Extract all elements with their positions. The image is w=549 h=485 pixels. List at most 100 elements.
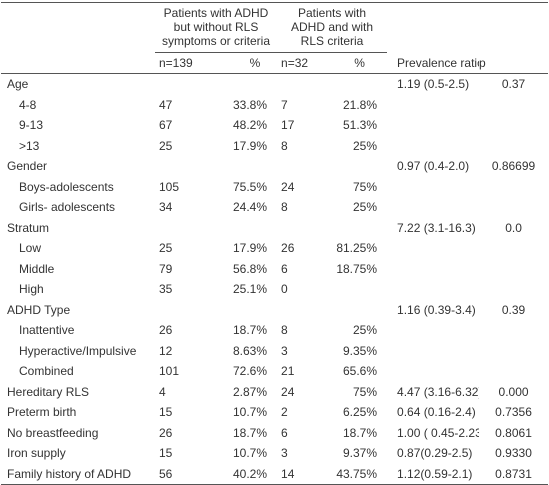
cell: 2.87% (233, 384, 268, 399)
sub-row: Girls- adolescents 34 24.4% 8 25% (1, 197, 548, 218)
cell (387, 320, 479, 341)
row-label: >13 (19, 138, 40, 153)
section-row: Age 1.19 (0.5-2.5) 0.37 (1, 74, 548, 95)
row-label: Stratum (7, 220, 50, 235)
cell: 7 (281, 97, 288, 112)
cell: 8 (281, 200, 288, 215)
section-row: Hereditary RLS 4 2.87% 24 75% 4.47 (3.16-6.32… (1, 382, 548, 403)
row-label: High (19, 282, 44, 297)
cell: 3 (281, 446, 288, 461)
cell: 56.8% (233, 261, 268, 276)
cell (155, 156, 233, 177)
cell: 26 (159, 323, 173, 338)
sub-row: 9-13 67 48.2% 17 51.3% (1, 115, 548, 136)
cell (387, 238, 479, 259)
cell: 0 (281, 282, 288, 297)
cell: 0.64 (0.16-2.4) (397, 405, 476, 420)
column-header: p (479, 52, 549, 74)
row-label: Age (7, 77, 29, 92)
cell (387, 136, 479, 157)
column-header: Prevalence ratio (387, 52, 480, 74)
blank (479, 3, 548, 53)
cell: 34 (159, 200, 173, 215)
cell: 0.8731 (495, 466, 532, 481)
sub-row: High 35 25.1% 0 (1, 279, 548, 300)
cell: 18.7% (343, 425, 378, 440)
cell: 21.8% (343, 97, 378, 112)
cell (479, 197, 548, 218)
cell: 43.75% (336, 466, 378, 481)
cell: 0.0 (505, 220, 522, 235)
cell (387, 177, 479, 198)
section-row: Family history of ADHD 56 40.2% 14 43.75% 1.1… (1, 464, 548, 485)
cell (277, 74, 332, 95)
cell: 4.47 (3.16-6.32) (397, 384, 480, 399)
cell (479, 259, 548, 280)
cell: 10.7% (233, 405, 268, 420)
cell: 0.87(0.29-2.5) (397, 446, 473, 461)
cell: 12 (159, 343, 173, 358)
section-row: Gender 0.97 (0.4-2.0) 0.86699 (1, 156, 548, 177)
cell (479, 115, 548, 136)
cell (387, 197, 479, 218)
column-header: % (332, 52, 388, 74)
cell (387, 361, 479, 382)
cell (479, 177, 548, 198)
cell: 67 (159, 118, 173, 133)
cell: 75% (353, 384, 378, 399)
cell: 26 (159, 425, 173, 440)
cell: 8.63% (233, 343, 268, 358)
sub-row: Inattentive 26 18.7% 8 25% (1, 320, 548, 341)
cell: 25% (353, 138, 378, 153)
cell (233, 218, 277, 239)
cell: 101 (159, 364, 180, 379)
cell: 65.6% (343, 364, 378, 379)
cell: 105 (159, 179, 180, 194)
cell: 72.6% (233, 364, 268, 379)
cell (387, 115, 479, 136)
cell: 6.25% (343, 405, 378, 420)
row-label: Inattentive (19, 323, 75, 338)
cell: 24.4% (233, 200, 268, 215)
cell: 0.8061 (495, 425, 532, 440)
cell: 14 (281, 466, 295, 481)
cell (155, 218, 233, 239)
cell: 33.8% (233, 97, 268, 112)
sub-row: Low 25 17.9% 26 81.25% (1, 238, 548, 259)
cell: 17.9% (233, 138, 268, 153)
row-label: 4-8 (19, 97, 37, 112)
cell: 25 (159, 241, 173, 256)
cell: 0.9330 (495, 446, 532, 461)
cell: 25.1% (233, 282, 268, 297)
column-header: % (233, 52, 278, 74)
sub-row: Middle 79 56.8% 6 18.75% (1, 259, 548, 280)
cell: 17.9% (233, 241, 268, 256)
cell (277, 300, 332, 321)
blank (1, 3, 155, 53)
cell: 25% (353, 323, 378, 338)
cell: 9.37% (343, 446, 378, 461)
table-body: Age 1.19 (0.5-2.5) 0.37 4-8 47 33.8% 7 21.8% 9-1… (1, 74, 548, 485)
group-header-text: Patients with ADHD but without RLS sympt… (161, 6, 271, 48)
cell (387, 279, 479, 300)
cell: 3 (281, 343, 288, 358)
cell (155, 300, 233, 321)
group-header-text: Patients with ADHD and with RLS criteria (291, 6, 374, 48)
cell: 25% (353, 200, 378, 215)
cell: 10.7% (233, 446, 268, 461)
row-label: Combined (19, 364, 74, 379)
cell (387, 341, 479, 362)
cell (479, 320, 548, 341)
section-row: ADHD Type 1.16 (0.39-3.4) 0.39 (1, 300, 548, 321)
cell: 51.3% (343, 118, 378, 133)
cell: 18.7% (233, 425, 268, 440)
cell (277, 218, 332, 239)
blank (1, 52, 155, 74)
cell (332, 156, 387, 177)
column-header: n=139 (155, 52, 233, 74)
row-label: Hyperactive/Impulsive (19, 343, 137, 358)
cell: 0.97 (0.4-2.0) (397, 159, 470, 174)
cell: 15 (159, 405, 173, 420)
